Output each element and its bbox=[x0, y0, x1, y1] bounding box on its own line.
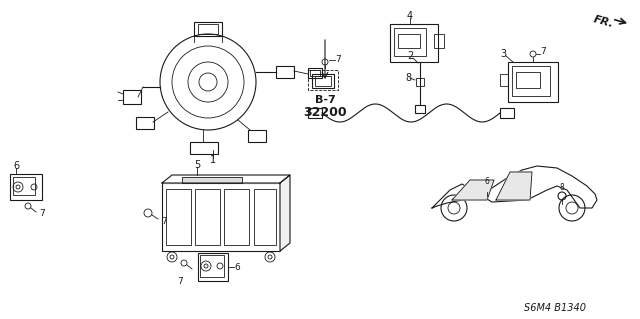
Text: 7: 7 bbox=[335, 56, 341, 64]
Bar bbox=[310, 70, 320, 76]
Bar bbox=[200, 255, 224, 277]
Text: 6: 6 bbox=[234, 263, 240, 271]
Bar bbox=[276, 66, 294, 78]
Text: 32200: 32200 bbox=[303, 106, 347, 118]
Polygon shape bbox=[496, 172, 532, 200]
Polygon shape bbox=[432, 166, 597, 208]
Bar bbox=[182, 177, 242, 183]
Bar bbox=[398, 34, 420, 48]
Text: B-7: B-7 bbox=[315, 95, 335, 105]
Bar bbox=[390, 24, 438, 62]
Text: 7: 7 bbox=[177, 277, 183, 286]
Text: 7: 7 bbox=[540, 48, 546, 56]
Text: 7: 7 bbox=[161, 217, 167, 226]
Text: 6: 6 bbox=[484, 176, 490, 186]
Text: 5: 5 bbox=[194, 160, 200, 170]
Text: 7: 7 bbox=[39, 210, 45, 219]
Bar bbox=[308, 68, 322, 78]
Polygon shape bbox=[280, 175, 290, 251]
Bar bbox=[166, 189, 191, 245]
Bar bbox=[224, 189, 249, 245]
Polygon shape bbox=[452, 180, 494, 200]
Bar bbox=[434, 34, 444, 48]
Text: 8: 8 bbox=[405, 73, 411, 83]
Bar bbox=[123, 90, 141, 104]
Bar bbox=[312, 74, 334, 88]
Bar bbox=[190, 142, 218, 154]
Text: 2: 2 bbox=[407, 51, 413, 61]
Bar bbox=[198, 253, 228, 281]
Text: 4: 4 bbox=[407, 11, 413, 21]
Text: 8: 8 bbox=[559, 183, 564, 192]
Text: 6: 6 bbox=[13, 161, 19, 171]
Bar bbox=[195, 189, 220, 245]
Bar bbox=[500, 108, 514, 118]
Bar bbox=[315, 76, 331, 86]
Text: 3: 3 bbox=[500, 49, 506, 59]
Text: 1: 1 bbox=[210, 155, 216, 165]
Bar bbox=[194, 22, 222, 36]
Bar bbox=[308, 108, 322, 118]
Bar bbox=[416, 78, 424, 86]
Polygon shape bbox=[162, 175, 290, 183]
Bar bbox=[248, 130, 266, 142]
Bar bbox=[254, 189, 276, 245]
Bar bbox=[198, 24, 218, 34]
Bar bbox=[308, 70, 338, 90]
Bar bbox=[13, 177, 35, 195]
Bar bbox=[136, 117, 154, 129]
Bar bbox=[415, 105, 425, 113]
Bar bbox=[512, 66, 550, 96]
Text: S6M4 B1340: S6M4 B1340 bbox=[524, 303, 586, 313]
Bar bbox=[508, 62, 558, 102]
Text: FR.: FR. bbox=[592, 14, 614, 29]
Bar bbox=[516, 72, 540, 88]
Bar bbox=[10, 174, 42, 200]
Bar bbox=[394, 28, 426, 56]
Bar bbox=[500, 74, 508, 86]
Bar bbox=[162, 183, 280, 251]
